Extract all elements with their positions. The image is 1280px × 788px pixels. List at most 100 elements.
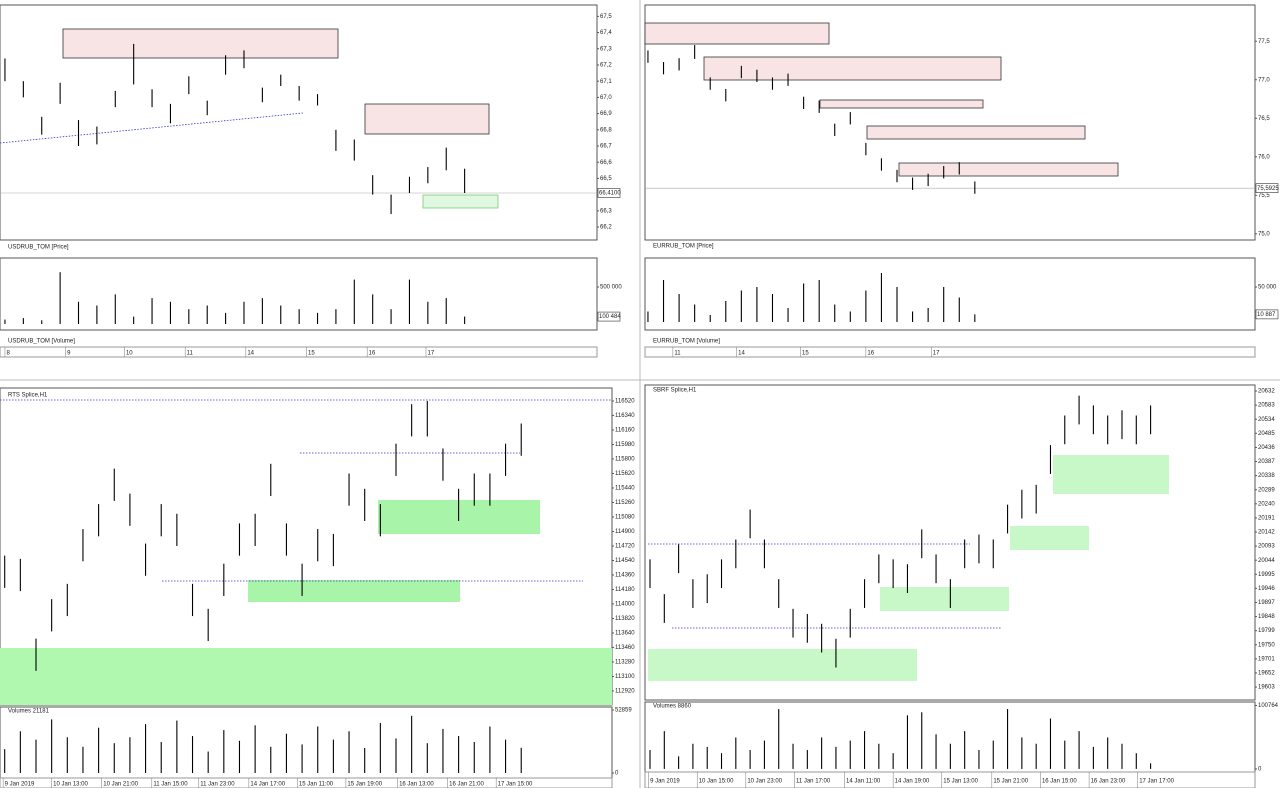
x-tick-label: 11 Jan 17:00: [796, 779, 831, 785]
x-tick-label: 9: [67, 351, 71, 357]
y-tick-label: 115440: [615, 486, 635, 492]
date-strip: [644, 346, 1256, 358]
y-tick-label: 20142: [1258, 530, 1275, 536]
zone: [648, 649, 917, 681]
x-tick-label: 11 Jan 23:00: [200, 782, 235, 788]
y-tick-label: 19848: [1258, 614, 1275, 620]
y-tick-label: 75,5: [1258, 193, 1270, 199]
panel-title: SBRF Splice,H1: [653, 388, 697, 394]
x-tick-label: 15 Jan 11:00: [299, 782, 334, 788]
y-tick-label: 20632: [1258, 389, 1275, 395]
x-tick-label: 16: [867, 351, 874, 357]
y-tick-label: 116160: [615, 428, 635, 434]
y-tick-label: 77,5: [1258, 39, 1270, 45]
volume-frame: [0, 257, 598, 331]
x-tick-label: 10: [126, 351, 133, 357]
last-volume-box: [597, 311, 621, 322]
y-tick-label: 113820: [615, 616, 635, 622]
y-tick-label: 67,2: [600, 63, 612, 69]
zone: [364, 103, 490, 135]
panel-title: EURRUB_TOM [Price]: [653, 244, 714, 250]
x-tick-label: 15 Jan 19:00: [347, 782, 382, 788]
y-tick-label: 67,3: [600, 46, 612, 52]
x-tick-label: 16 Jan 13:00: [399, 782, 434, 788]
y-tick-label: 67,1: [600, 79, 612, 85]
zone: [703, 56, 1002, 81]
y-tick-label: 114900: [615, 529, 635, 535]
x-tick-label: 16 Jan 23:00: [1091, 779, 1126, 785]
y-tick-label: 66,9: [600, 111, 612, 117]
y-tick-label: 20240: [1258, 501, 1275, 507]
zone: [898, 162, 1119, 177]
last-volume-label: 10 887: [1257, 312, 1276, 318]
last-price-label: 75,5925: [1257, 186, 1279, 192]
last-volume-box: [1255, 309, 1279, 320]
volume-tick-label: 500 000: [600, 285, 622, 291]
y-tick-label: 115620: [615, 471, 635, 477]
y-tick-label: 19652: [1258, 671, 1275, 677]
y-tick-label: 67,4: [600, 30, 612, 36]
y-tick-label: 113460: [615, 645, 635, 651]
y-tick-label: 76,5: [1258, 116, 1270, 122]
volume-tick-label: 100764: [1258, 703, 1279, 709]
y-tick-label: 19750: [1258, 642, 1275, 648]
y-tick-label: 66,5: [600, 176, 612, 182]
x-tick-label: 11: [187, 351, 194, 357]
y-tick-label: 116520: [615, 399, 635, 405]
y-tick-label: 19897: [1258, 600, 1275, 606]
zone: [1010, 526, 1089, 550]
volume-frame: [644, 257, 1256, 331]
x-tick-label: 10 Jan 21:00: [103, 782, 138, 788]
volume-title: Volumes 21181: [8, 709, 50, 715]
volume-title: EURRUB_TOM [Volume]: [653, 339, 720, 345]
volume-tick-label: 0: [615, 771, 619, 777]
y-tick-label: 19995: [1258, 572, 1275, 578]
y-tick-label: 19946: [1258, 586, 1275, 592]
x-tick-label: 17 Jan 17:00: [1139, 779, 1174, 785]
y-tick-label: 66,6: [600, 160, 612, 166]
x-tick-label: 11: [674, 351, 681, 357]
price-frame: [0, 4, 598, 241]
volume-title: USDRUB_TOM [Volume]: [8, 339, 75, 345]
x-tick-label: 8: [6, 351, 10, 357]
x-tick-label: 15 Jan 21:00: [993, 779, 1028, 785]
y-tick-label: 115980: [615, 442, 635, 448]
x-tick-label: 9 Jan 2019: [5, 782, 35, 788]
y-tick-label: 19799: [1258, 628, 1275, 634]
x-tick-label: 14: [738, 351, 745, 357]
panel-title: USDRUB_TOM [Price]: [8, 245, 69, 251]
y-tick-label: 113640: [615, 631, 635, 637]
y-tick-label: 76,0: [1258, 154, 1270, 160]
x-tick-label: 15: [802, 351, 809, 357]
x-tick-label: 15: [308, 351, 315, 357]
zone: [819, 99, 984, 109]
y-tick-label: 20387: [1258, 459, 1275, 465]
date-strip: [0, 777, 613, 788]
y-tick-label: 20191: [1258, 515, 1275, 521]
last-volume-label: 100 484: [599, 314, 621, 320]
y-tick-label: 114180: [615, 587, 635, 593]
y-tick-label: 115800: [615, 457, 635, 463]
zone: [62, 28, 339, 59]
y-tick-label: 115260: [615, 500, 635, 506]
last-price-label: 66,4100: [599, 191, 621, 197]
panel-title: RTS Splice,H1: [8, 393, 48, 399]
price-frame: [644, 4, 1256, 241]
x-tick-label: 9 Jan 2019: [650, 779, 680, 785]
y-tick-label: 112920: [615, 689, 635, 695]
x-tick-label: 17: [933, 351, 940, 357]
y-tick-label: 114720: [615, 544, 635, 550]
last-price-box: [597, 188, 621, 198]
y-tick-label: 19603: [1258, 685, 1275, 691]
y-tick-label: 115080: [615, 515, 635, 521]
y-tick-label: 20338: [1258, 473, 1275, 479]
x-tick-label: 10 Jan 13:00: [53, 782, 88, 788]
y-tick-label: 75,0: [1258, 231, 1270, 237]
y-tick-label: 116340: [615, 413, 635, 419]
zone: [1053, 455, 1169, 494]
y-tick-label: 20093: [1258, 544, 1275, 550]
volume-tick-label: 0: [1258, 767, 1262, 773]
y-tick-label: 20289: [1258, 487, 1275, 493]
y-tick-label: 20436: [1258, 445, 1275, 451]
y-tick-label: 67,5: [600, 14, 612, 20]
